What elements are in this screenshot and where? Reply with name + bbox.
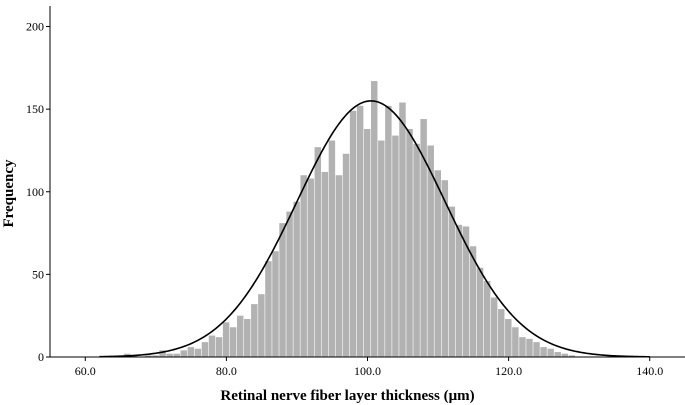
x-tick-label: 120.0	[495, 364, 522, 378]
histogram-bar	[314, 147, 322, 357]
histogram-bar	[272, 251, 279, 357]
histogram-bar	[258, 294, 265, 357]
histogram-bar	[321, 171, 329, 357]
histogram-bar	[159, 350, 166, 357]
histogram-bar	[307, 178, 314, 357]
histogram-bar	[483, 280, 491, 357]
histogram-bar	[568, 355, 576, 357]
histogram-bar	[434, 170, 441, 357]
histogram-bar	[335, 175, 343, 357]
y-tick-label: 50	[32, 267, 44, 281]
x-tick-label: 60.0	[75, 364, 96, 378]
histogram-bar	[236, 315, 244, 357]
histogram-bar	[420, 119, 427, 357]
bars-layer	[124, 81, 576, 358]
histogram-bar	[392, 135, 399, 357]
histogram-bar	[166, 353, 173, 357]
histogram-bar	[540, 347, 547, 357]
histogram-bar	[187, 347, 195, 357]
histogram-bar	[462, 226, 470, 357]
histogram-bar	[244, 318, 251, 357]
histogram-bar	[363, 128, 371, 357]
histogram-bar	[554, 352, 561, 357]
histogram-bar	[399, 102, 406, 358]
histogram-bar	[413, 143, 420, 357]
histogram-bar	[300, 175, 307, 357]
y-tick-label: 200	[26, 20, 44, 34]
histogram-bar	[152, 355, 159, 357]
ticks-layer: 0 50 100 150 200 60.0 80.0 100.0 120.0 140.0	[26, 20, 663, 378]
y-tick-label: 100	[26, 185, 44, 199]
histogram-bar	[173, 353, 180, 357]
histogram-bar	[371, 81, 378, 358]
histogram-bar	[180, 350, 187, 357]
normal-curve	[99, 100, 650, 358]
histogram-bar	[476, 267, 484, 357]
histogram-bar	[229, 327, 237, 357]
histogram-bar	[490, 297, 498, 357]
histogram-bar	[356, 105, 364, 357]
histogram-bar	[194, 348, 202, 357]
histogram-bar	[251, 304, 258, 357]
histogram-bar	[279, 223, 286, 357]
histogram-bar	[201, 342, 209, 357]
histogram-bar	[328, 140, 336, 357]
y-axis-title: Frequency	[1, 159, 17, 228]
histogram-bar	[427, 145, 434, 357]
histogram-bar	[349, 110, 357, 358]
histogram-bar	[547, 348, 554, 357]
x-tick-label: 80.0	[216, 364, 237, 378]
histogram-bar	[455, 224, 463, 357]
histogram-bar	[378, 140, 385, 357]
histogram-bar	[342, 153, 350, 357]
histogram-bar	[469, 246, 477, 357]
histogram-bar	[265, 261, 272, 357]
histogram-bar	[561, 353, 568, 357]
histogram-bar	[526, 338, 533, 357]
histogram-bar	[519, 337, 526, 357]
histogram-bar	[293, 201, 300, 357]
histogram-bar	[215, 337, 223, 357]
x-tick-label: 100.0	[354, 364, 381, 378]
histogram-bar	[222, 322, 230, 357]
histogram-bar	[145, 355, 152, 357]
histogram-bar	[498, 309, 505, 357]
histogram-bar	[512, 327, 519, 357]
x-tick-label: 140.0	[636, 364, 663, 378]
y-tick-label: 0	[38, 350, 44, 364]
histogram-bar	[441, 180, 449, 357]
histogram-bar	[406, 128, 413, 357]
histogram-bar	[208, 335, 216, 357]
y-tick-label: 150	[26, 102, 44, 116]
histogram-bar	[286, 211, 293, 357]
histogram-bar	[385, 105, 392, 357]
histogram-bar	[533, 342, 540, 357]
histogram-bar	[448, 206, 456, 357]
x-axis-title: Retinal nerve fiber layer thickness (μm)	[220, 388, 474, 404]
histogram-bar	[505, 318, 512, 357]
